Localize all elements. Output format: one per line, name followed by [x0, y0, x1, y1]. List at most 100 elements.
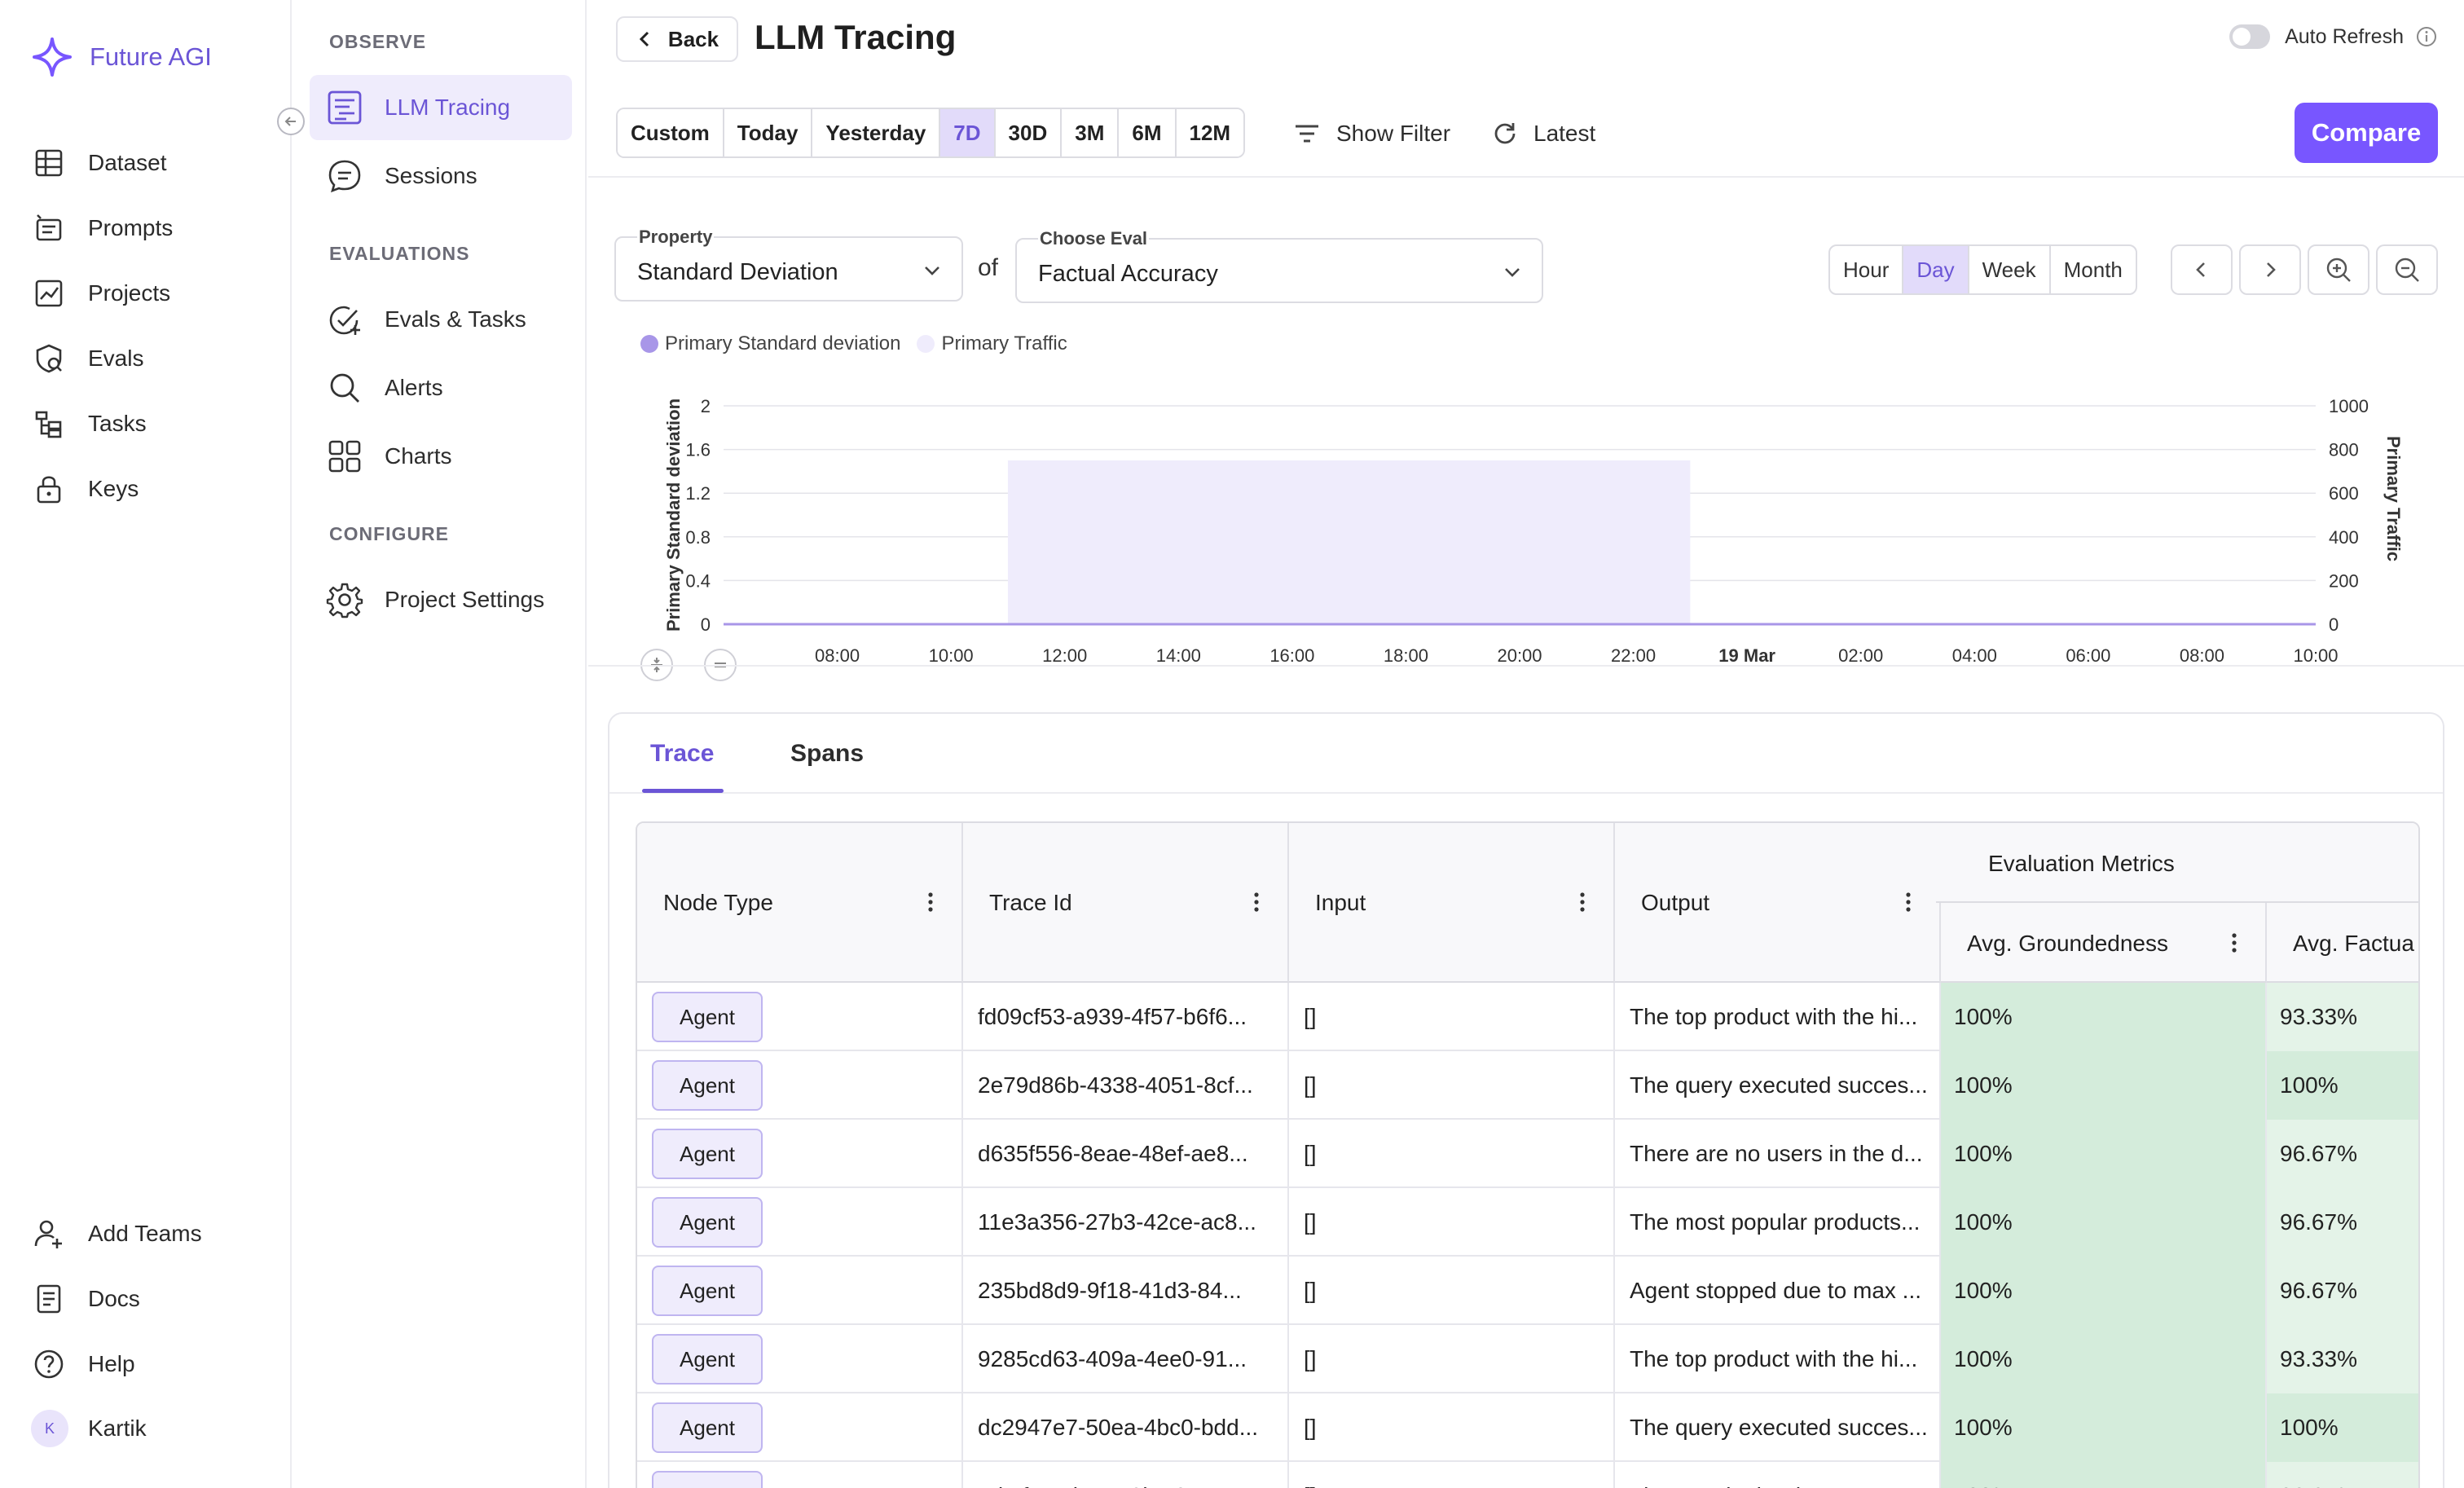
sidebar-item-projects[interactable]: Projects [33, 277, 170, 310]
more-vertical-icon[interactable] [1253, 891, 1260, 913]
cell-input[interactable]: [] [1289, 1051, 1615, 1120]
zoom-in-button[interactable] [2308, 244, 2369, 295]
previous-range-button[interactable] [2171, 244, 2233, 295]
sidebar-item-docs[interactable]: Docs [33, 1283, 140, 1315]
node-type-badge[interactable]: Agent [652, 1402, 763, 1453]
sidebar-item-add-teams[interactable]: Add Teams [33, 1217, 202, 1250]
cell-avg-groundedness[interactable]: 100% [1941, 1051, 2267, 1120]
cell-avg-groundedness[interactable]: 100% [1941, 1188, 2267, 1257]
cell-avg-factual[interactable]: 100% [2267, 1051, 2418, 1120]
cell-output[interactable]: The top product with the hi... [1615, 1325, 1941, 1393]
cell-trace-id[interactable]: 11e3a356-27b3-42ce-ac8... [963, 1188, 1289, 1257]
subnav-item-project-settings[interactable]: Project Settings [310, 567, 572, 632]
table-row[interactable]: Agent fd09cf53-a939-4f57-b6f6...[] The top… [637, 983, 2418, 1051]
subnav-item-charts[interactable]: Charts [310, 424, 572, 489]
cell-output[interactable]: The query executed succes... [1615, 1393, 1941, 1462]
collapse-sidebar-button[interactable] [277, 108, 305, 135]
table-row[interactable]: Agent d635f556-8eae-48ef-ae8...[] There ar… [637, 1120, 2418, 1188]
subnav-item-alerts[interactable]: Alerts [310, 355, 572, 420]
range-button-yesterday[interactable]: Yesterday [812, 109, 941, 156]
column-header-avg-groundedness[interactable]: Avg. Groundedness [1941, 903, 2267, 983]
node-type-badge[interactable]: Agent [652, 1129, 763, 1179]
cell-avg-groundedness[interactable]: 100% [1941, 1257, 2267, 1325]
cell-input[interactable]: [] [1289, 1393, 1615, 1462]
node-type-badge[interactable]: Agent [652, 992, 763, 1042]
table-row[interactable]: Agent dc2947e7-50ea-4bc0-bdd...[] The quer… [637, 1393, 2418, 1462]
cell-avg-factual[interactable]: 96.67% [2267, 1462, 2418, 1488]
node-type-badge[interactable]: Agent [652, 1334, 763, 1385]
granularity-button-month[interactable]: Month [2063, 257, 2123, 282]
cell-trace-id[interactable]: fd09cf53-a939-4f57-b6f6... [963, 983, 1289, 1051]
cell-avg-factual[interactable]: 96.67% [2267, 1257, 2418, 1325]
more-vertical-icon[interactable] [1579, 891, 1586, 913]
cell-output[interactable]: There are no users in the d... [1615, 1120, 1941, 1188]
latest-button[interactable]: Latest [1491, 111, 1595, 156]
cell-trace-id[interactable]: 1d...f7...1b...478b...9... [963, 1462, 1289, 1488]
cell-output[interactable]: The top product with the hi... [1615, 983, 1941, 1051]
cell-avg-groundedness[interactable]: 100% [1941, 1120, 2267, 1188]
cell-output[interactable]: The query executed succes... [1615, 1051, 1941, 1120]
cell-trace-id[interactable]: 9285cd63-409a-4ee0-91... [963, 1325, 1289, 1393]
table-row[interactable]: Agent 9285cd63-409a-4ee0-91...[] The top p… [637, 1325, 2418, 1393]
back-button[interactable]: Back [616, 16, 738, 62]
cell-input[interactable]: [] [1289, 1325, 1615, 1393]
sidebar-item-keys[interactable]: Keys [33, 473, 139, 505]
brand-logo[interactable]: Future AGI [31, 36, 212, 78]
range-button-7d[interactable]: 7D [940, 109, 996, 156]
range-button-6m[interactable]: 6M [1119, 109, 1177, 156]
cell-input[interactable]: [] [1289, 1257, 1615, 1325]
compare-button[interactable]: Compare [2295, 103, 2438, 163]
column-header-input[interactable]: Input [1289, 823, 1615, 983]
granularity-button-day[interactable]: Day [1903, 246, 1969, 293]
range-button-today[interactable]: Today [724, 109, 813, 156]
cell-avg-factual[interactable]: 96.67% [2267, 1120, 2418, 1188]
sidebar-item-help[interactable]: Help [33, 1348, 135, 1380]
cell-trace-id[interactable]: 2e79d86b-4338-4051-8cf... [963, 1051, 1289, 1120]
node-type-badge[interactable]: Agent [652, 1060, 763, 1111]
cell-output[interactable]: The ... ... in the d... [1615, 1462, 1941, 1488]
cell-avg-factual[interactable]: 100% [2267, 1393, 2418, 1462]
info-icon[interactable] [2415, 25, 2438, 48]
cell-avg-groundedness[interactable]: 100% [1941, 983, 2267, 1051]
more-vertical-icon[interactable] [927, 891, 934, 913]
table-row[interactable]: Agent 235bd8d9-9f18-41d3-84...[] Agent sto… [637, 1257, 2418, 1325]
cell-input[interactable]: [] [1289, 1120, 1615, 1188]
sidebar-item-tasks[interactable]: Tasks [33, 407, 147, 440]
cell-output[interactable]: Agent stopped due to max ... [1615, 1257, 1941, 1325]
cell-avg-groundedness[interactable]: 100% [1941, 1325, 2267, 1393]
cell-avg-groundedness[interactable]: 100% [1941, 1393, 2267, 1462]
tab-spans[interactable]: Spans [790, 740, 865, 767]
property-select[interactable]: Property Standard Deviation [614, 227, 963, 302]
cell-avg-factual[interactable]: 96.67% [2267, 1188, 2418, 1257]
node-type-badge[interactable]: Agent [652, 1197, 763, 1248]
more-vertical-icon[interactable] [2231, 932, 2237, 953]
sidebar-item-dataset[interactable]: Dataset [33, 147, 167, 179]
cell-input[interactable]: [] [1289, 1188, 1615, 1257]
cell-trace-id[interactable]: 235bd8d9-9f18-41d3-84... [963, 1257, 1289, 1325]
cell-trace-id[interactable]: d635f556-8eae-48ef-ae8... [963, 1120, 1289, 1188]
range-button-12m[interactable]: 12M [1176, 109, 1244, 156]
choose-eval-select[interactable]: Choose Eval Factual Accuracy [1015, 228, 1543, 303]
range-button-custom[interactable]: Custom [618, 109, 724, 156]
subnav-item-evals-tasks[interactable]: Evals & Tasks [310, 287, 572, 352]
cell-input[interactable]: [] [1289, 1462, 1615, 1488]
column-header-node-type[interactable]: Node Type [637, 823, 963, 983]
legend-item-std-dev[interactable]: Primary Standard deviation [640, 332, 900, 355]
sidebar-item-evals[interactable]: Evals [33, 342, 143, 375]
cell-input[interactable]: [] [1289, 983, 1615, 1051]
table-row[interactable]: Agent 1d...f7...1b...478b...9...[]The ...… [637, 1462, 2418, 1488]
sidebar-item-prompts[interactable]: Prompts [33, 212, 173, 244]
range-button-3m[interactable]: 3M [1062, 109, 1120, 156]
range-button-30d[interactable]: 30D [995, 109, 1063, 156]
subnav-item-llm-tracing[interactable]: LLM Tracing [310, 75, 572, 140]
cell-output[interactable]: The most popular products... [1615, 1188, 1941, 1257]
node-type-badge[interactable]: Agent [652, 1471, 763, 1488]
cell-trace-id[interactable]: dc2947e7-50ea-4bc0-bdd... [963, 1393, 1289, 1462]
cell-avg-factual[interactable]: 93.33% [2267, 1325, 2418, 1393]
show-filter-button[interactable]: Show Filter [1292, 111, 1450, 156]
traffic-area[interactable] [1007, 460, 1691, 624]
sidebar-item-user[interactable]: K Kartik [31, 1410, 147, 1447]
legend-item-traffic[interactable]: Primary Traffic [917, 332, 1067, 355]
node-type-badge[interactable]: Agent [652, 1266, 763, 1316]
cell-avg-factual[interactable]: 93.33% [2267, 983, 2418, 1051]
